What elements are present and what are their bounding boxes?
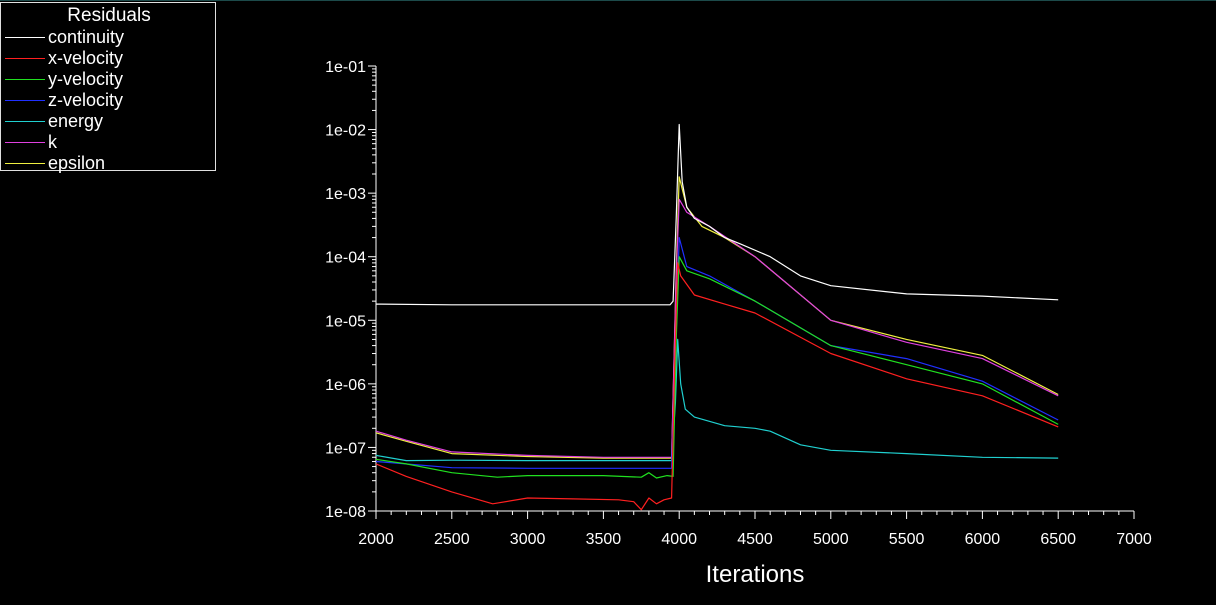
series-line-k: [375, 198, 1059, 458]
series-line-x-velocity: [375, 262, 1059, 511]
y-tick-label: 1e-03: [325, 186, 366, 203]
x-tick-label: 4500: [737, 531, 773, 548]
x-tick-label: 7000: [1116, 531, 1152, 548]
legend-item-y-velocity: y-velocity: [1, 69, 217, 90]
x-tick-label: 2500: [434, 531, 470, 548]
legend-label: x-velocity: [48, 48, 124, 68]
legend-item-continuity: continuity: [1, 27, 217, 48]
y-tick-label: 1e-05: [325, 313, 366, 330]
plot-area: [375, 123, 1059, 511]
legend-label: continuity: [48, 27, 125, 47]
x-tick-label: 2000: [358, 531, 394, 548]
axes: 1e-01 1e-02 1e-03 1e-04 1e-05 1e-06 1e-07 1e-08…: [325, 59, 1152, 548]
legend-item-z-velocity: z-velocity: [1, 90, 217, 111]
y-tick-label: 1e-08: [325, 504, 366, 521]
legend-swatch: [5, 163, 45, 164]
legend-swatch: [5, 79, 45, 80]
x-tick-label: 3500: [586, 531, 622, 548]
x-tick-label: 6500: [1040, 531, 1076, 548]
legend-label: energy: [48, 111, 104, 131]
series-line-epsilon: [375, 176, 1059, 459]
legend-label: k: [48, 132, 57, 152]
legend-title: Residuals: [67, 5, 151, 26]
series-line-y-velocity: [375, 256, 1059, 479]
legend: Residuals continuity x-velocity y-velocity…: [0, 2, 217, 174]
y-tick-label: 1e-07: [325, 440, 366, 457]
window-top-border: [0, 0, 1216, 1]
legend-label: y-velocity: [48, 69, 124, 89]
y-tick-label: 1e-06: [325, 377, 366, 394]
x-tick-label: 3000: [510, 531, 546, 548]
y-tick-label: 1e-02: [325, 123, 366, 140]
x-tick-label: 4000: [661, 531, 697, 548]
x-tick-label: 5000: [813, 531, 849, 548]
y-tick-label: 1e-01: [325, 59, 366, 76]
x-tick-label: 5500: [889, 531, 925, 548]
x-axis-label: Iterations: [706, 561, 805, 588]
legend-swatch: [5, 37, 45, 38]
legend-item-epsilon: epsilon: [1, 153, 217, 174]
legend-swatch: [5, 58, 45, 59]
legend-item-k: k: [1, 132, 217, 153]
series-line-z-velocity: [375, 237, 1059, 469]
legend-label: epsilon: [48, 153, 106, 173]
y-tick-label: 1e-04: [325, 250, 366, 267]
legend-swatch: [5, 121, 45, 122]
legend-item-energy: energy: [1, 111, 217, 132]
legend-item-x-velocity: x-velocity: [1, 48, 217, 69]
series-line-continuity: [375, 123, 1059, 306]
series-line-energy: [375, 338, 1059, 462]
legend-swatch: [5, 100, 45, 101]
legend-swatch: [5, 142, 45, 143]
legend-label: z-velocity: [48, 90, 124, 110]
x-tick-label: 6000: [965, 531, 1001, 548]
